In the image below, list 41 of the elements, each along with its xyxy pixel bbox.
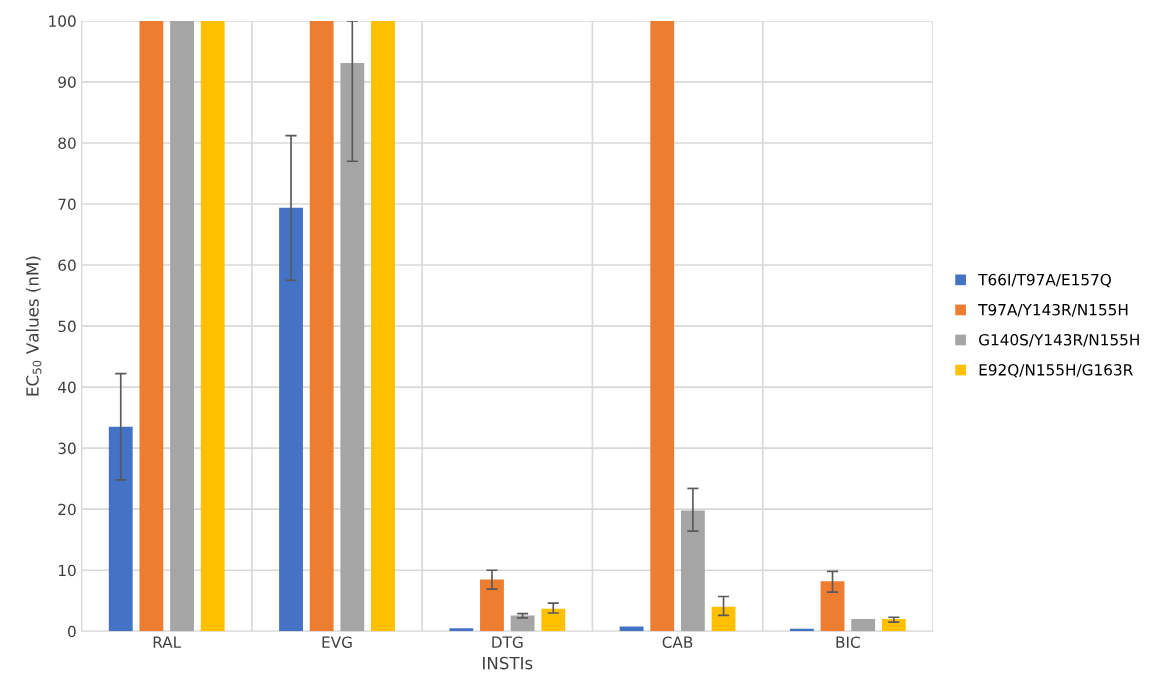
- bar: [371, 20, 395, 632]
- bar: [851, 619, 876, 632]
- legend-label: E92Q/N155H/G163R: [979, 364, 1133, 378]
- legend-label: T66I/T97A/E157Q: [978, 273, 1111, 288]
- y-tick-label: 20: [58, 503, 76, 516]
- bar: [680, 510, 705, 632]
- x-tick-label: DTG: [492, 636, 523, 648]
- y-tick-label: 30: [58, 442, 76, 455]
- bar: [881, 619, 906, 632]
- x-tick-label: BIC: [836, 636, 860, 648]
- bar: [139, 20, 164, 632]
- y-axis-title: EC$_{50}$ Values (nM): [25, 256, 42, 396]
- legend-label: T97A/Y143R/N155H: [978, 303, 1128, 317]
- bar: [200, 20, 225, 632]
- bar: [480, 579, 504, 632]
- legend-label: G140S/Y143R/N155H: [979, 333, 1139, 347]
- y-tick-label: 90: [58, 76, 76, 88]
- x-tick-label: CAB: [662, 636, 693, 648]
- bar: [309, 20, 334, 632]
- x-tick-label: RAL: [153, 636, 182, 648]
- bar: [449, 628, 474, 632]
- y-tick-label: 60: [58, 259, 76, 272]
- bar: [820, 581, 845, 632]
- y-tick-label: 70: [58, 198, 76, 211]
- y-tick-label: 100: [49, 15, 76, 27]
- y-tick-label: 40: [58, 381, 76, 394]
- y-tick-label: 0: [68, 625, 76, 638]
- bar: [340, 63, 365, 632]
- bar: [650, 20, 675, 632]
- y-tick-label: 50: [58, 320, 76, 333]
- bar: [711, 606, 736, 632]
- bar: [619, 626, 644, 632]
- bar: [279, 207, 303, 632]
- bar: [170, 20, 194, 632]
- y-tick-label: 10: [58, 564, 76, 577]
- x-axis-title: INSTIs: [483, 656, 533, 670]
- bar: [510, 615, 535, 632]
- x-tick-label: EVG: [322, 636, 352, 648]
- bar: [108, 426, 133, 632]
- y-tick-label: 80: [58, 137, 76, 149]
- bar: [541, 608, 566, 632]
